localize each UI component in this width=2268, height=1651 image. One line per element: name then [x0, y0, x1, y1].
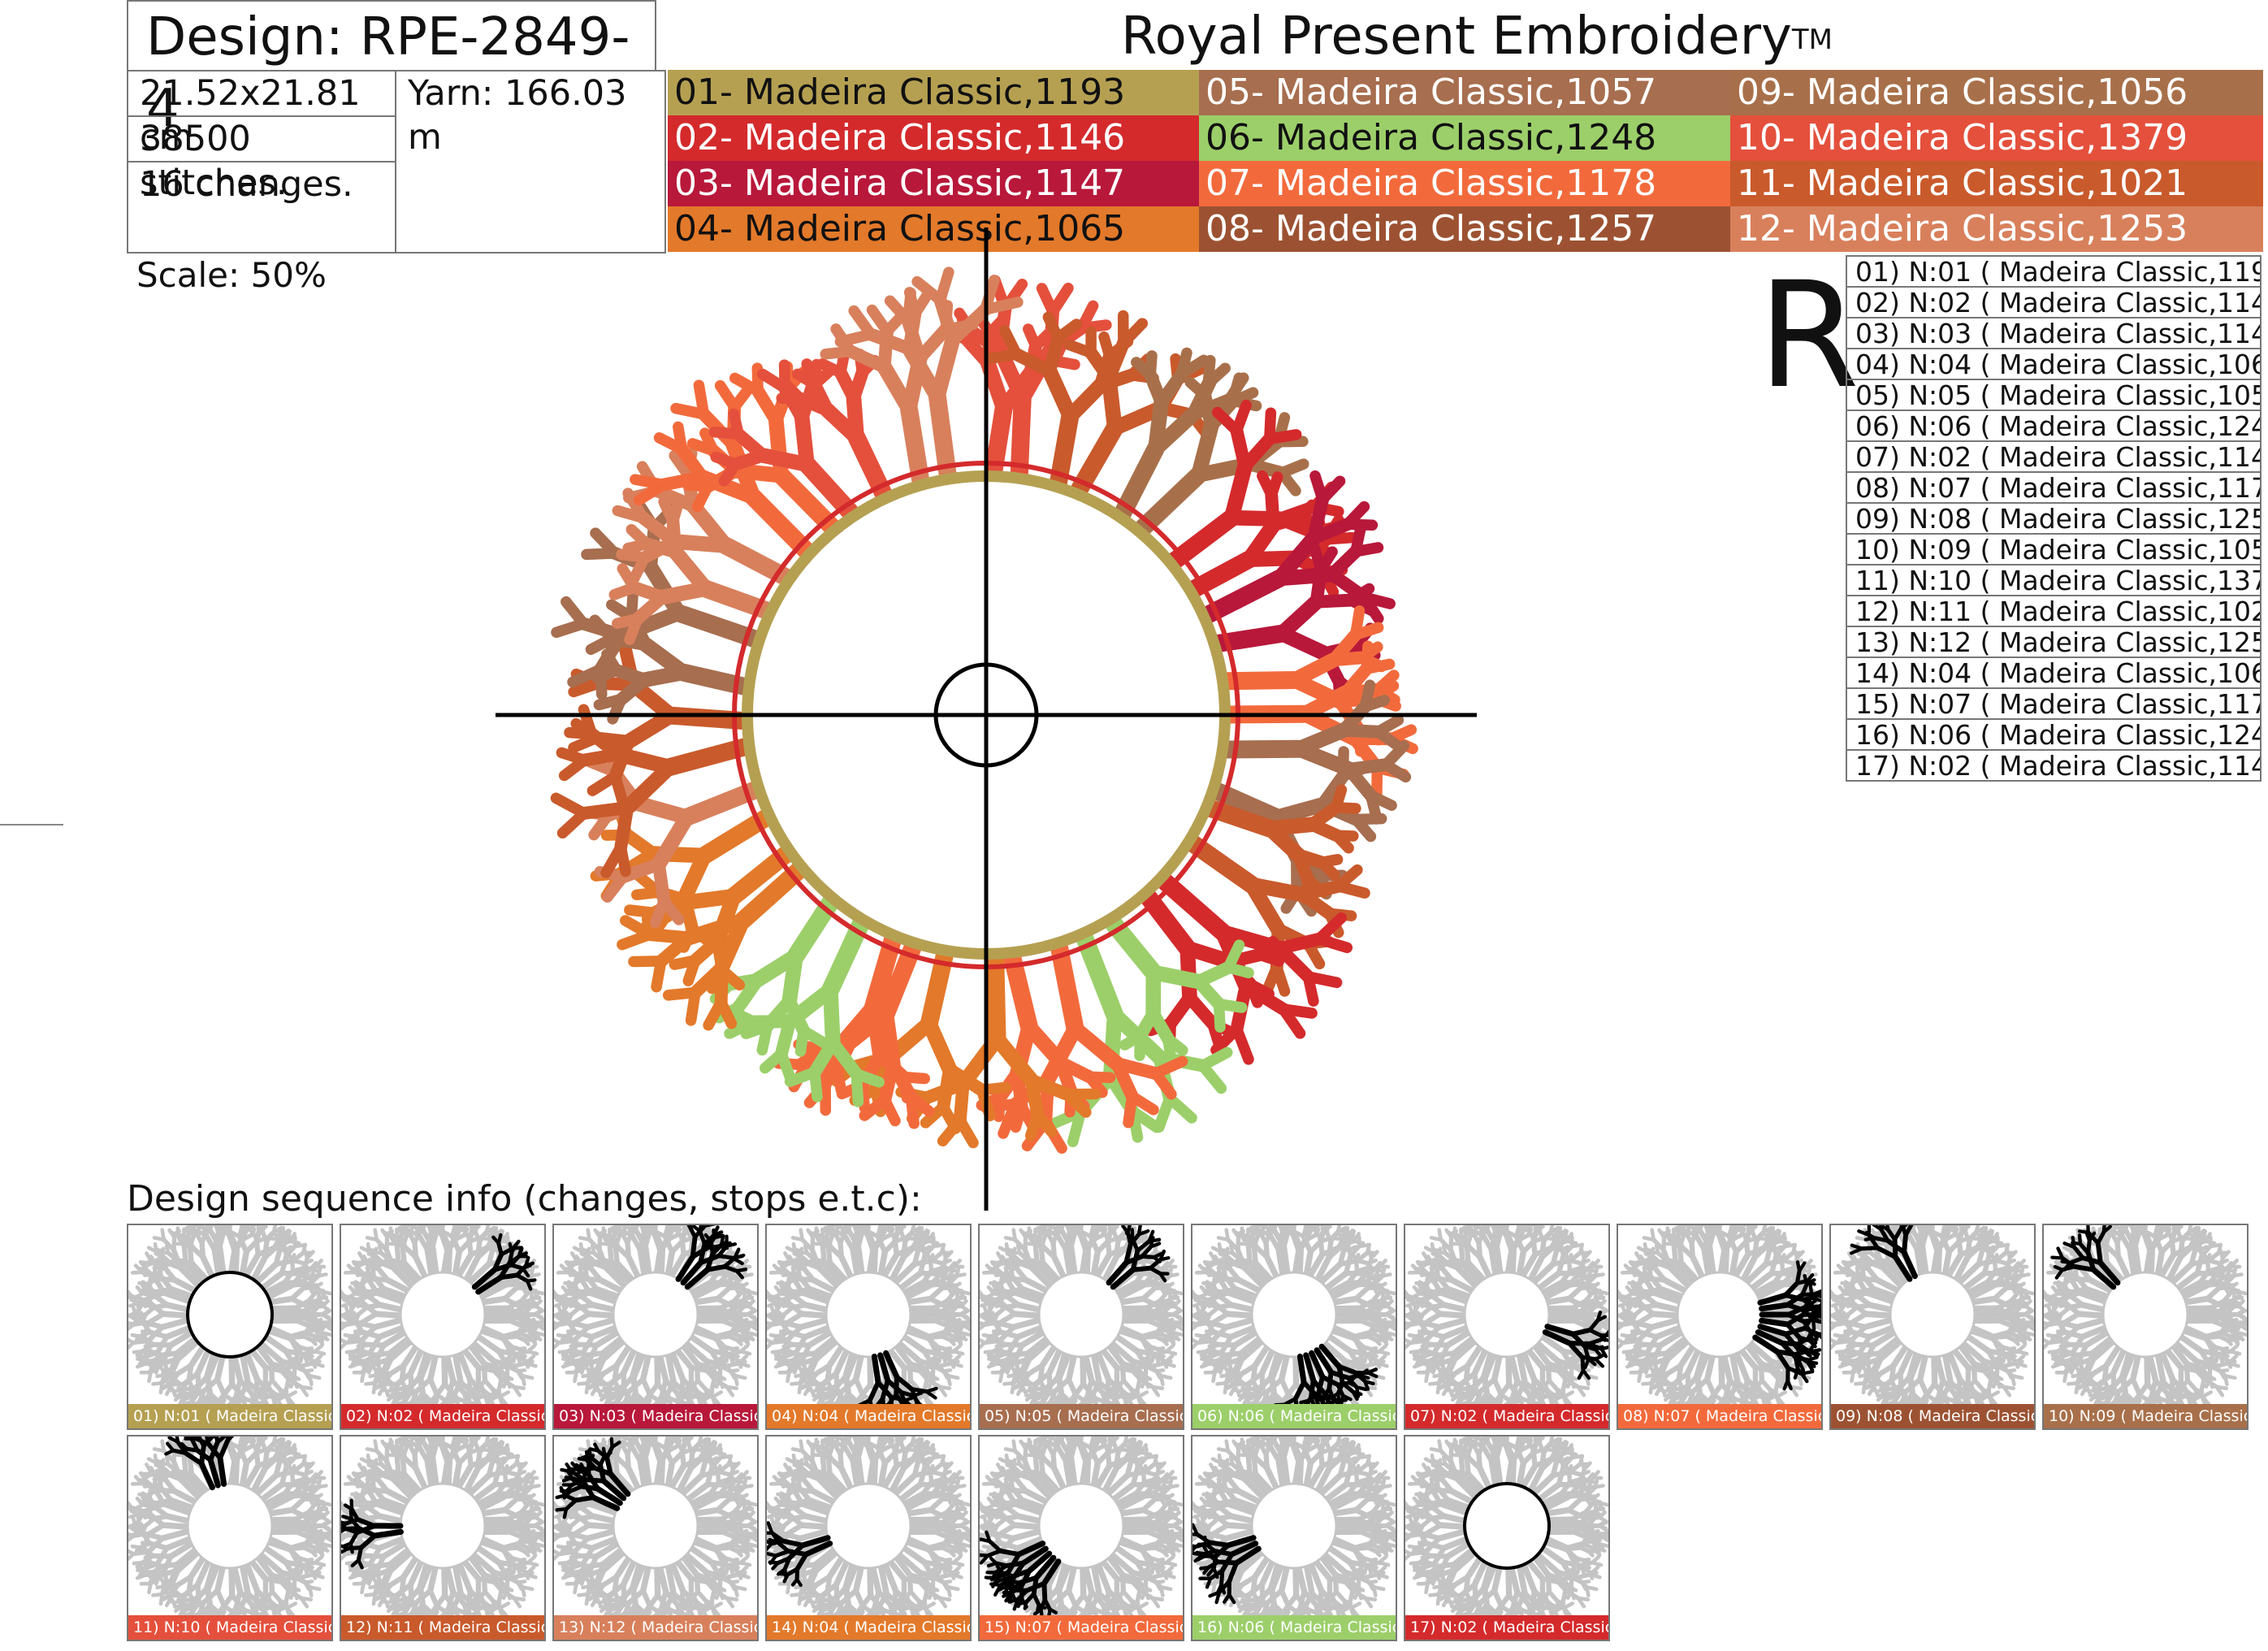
design-title: Design: RPE-2849-4: [127, 0, 656, 139]
thumbnail-preview: [2044, 1225, 2247, 1406]
sequence-thumbnail[interactable]: 17) N:02 ( Madeira Classic,: [1404, 1435, 1610, 1641]
sequence-row: 09) N:08 ( Madeira Classic,1257): [1846, 502, 2262, 535]
sequence-thumbnail[interactable]: 08) N:07 ( Madeira Classic: [1617, 1224, 1823, 1430]
yarn-length: Yarn: 166.03 m: [395, 70, 666, 254]
palette-swatch: 06- Madeira Classic,1248: [1199, 115, 1732, 161]
thumbnail-caption: 09) N:08 ( Madeira Classic: [1831, 1404, 2034, 1428]
sequence-thumbnail[interactable]: 13) N:12 ( Madeira Classic,1: [552, 1435, 759, 1641]
thumbnail-preview: [341, 1436, 544, 1617]
thumbnail-caption: 06) N:06 ( Madeira Classic,: [1192, 1404, 1396, 1428]
sequence-row: 15) N:07 ( Madeira Classic,1178): [1846, 687, 2262, 720]
scale-label: Scale: 50%: [136, 255, 327, 295]
palette-swatch: 08- Madeira Classic,1257: [1199, 206, 1732, 252]
thumbnail-preview: [554, 1225, 757, 1406]
thumbnail-caption: 10) N:09 ( Madeira Classic,: [2044, 1404, 2247, 1428]
sequence-row: 01) N:01 ( Madeira Classic,1193): [1846, 255, 2262, 288]
design-size: 21.52x21.81 cm: [127, 70, 396, 158]
palette-swatch: 10- Madeira Classic,1379: [1730, 115, 2263, 161]
palette-swatch: 02- Madeira Classic,1146: [668, 115, 1201, 161]
thumbnail-caption: 04) N:04 ( Madeira Classic: [767, 1404, 970, 1428]
thumbnail-preview: [767, 1436, 970, 1617]
sequence-row: 14) N:04 ( Madeira Classic,1065): [1846, 656, 2262, 689]
palette-swatch: 01- Madeira Classic,1193: [668, 70, 1201, 115]
design-preview: [496, 228, 1477, 1211]
color-sequence-list: 01) N:01 ( Madeira Classic,1193) 02) N:02…: [1846, 255, 2262, 782]
sequence-row: 04) N:04 ( Madeira Classic,1065): [1846, 348, 2262, 380]
change-count: 16 changes.: [127, 161, 396, 254]
sequence-row: 11) N:10 ( Madeira Classic,1379): [1846, 564, 2262, 596]
thumbnail-caption: 15) N:07 ( Madeira Classic,: [980, 1615, 1183, 1640]
thumbnail-preview: [1831, 1225, 2034, 1406]
thumbnail-preview: [128, 1225, 331, 1406]
sequence-thumbnail[interactable]: 03) N:03 ( Madeira Classic: [552, 1224, 759, 1430]
thumbnail-preview: [1405, 1225, 1608, 1406]
thumbnail-caption: 05) N:05 ( Madeira Classic: [980, 1404, 1183, 1428]
palette-swatch: 03- Madeira Classic,1147: [668, 161, 1201, 206]
thumbnail-caption: 01) N:01 ( Madeira Classic,1: [128, 1404, 331, 1428]
sequence-row: 10) N:09 ( Madeira Classic,1056): [1846, 533, 2262, 566]
thumbnail-caption: 02) N:02 ( Madeira Classic,: [341, 1404, 544, 1428]
thumbnail-preview: [128, 1436, 331, 1617]
thumbnail-caption: 16) N:06 ( Madeira Classic,: [1192, 1615, 1396, 1640]
sequence-row: 06) N:06 ( Madeira Classic,1248): [1846, 410, 2262, 442]
sequence-thumbnail[interactable]: 11) N:10 ( Madeira Classic,1: [127, 1435, 333, 1641]
thumbnail-preview: [1192, 1225, 1396, 1406]
palette-swatch: 04- Madeira Classic,1065: [668, 206, 1201, 252]
thumbnail-preview: [980, 1436, 1183, 1617]
sequence-thumbnail[interactable]: 04) N:04 ( Madeira Classic: [765, 1224, 972, 1430]
sequence-thumbnail[interactable]: 05) N:05 ( Madeira Classic: [978, 1224, 1184, 1430]
thumbnail-caption: 13) N:12 ( Madeira Classic,1: [554, 1615, 757, 1640]
center-circle: [933, 662, 1039, 768]
thumbnail-preview: [767, 1225, 970, 1406]
brand-name: Royal Present Embroidery: [1121, 6, 1792, 67]
thumbnail-preview: [1405, 1436, 1608, 1617]
sequence-row: 12) N:11 ( Madeira Classic,1021): [1846, 595, 2262, 627]
thumbnail-caption: 07) N:02 ( Madeira Classic: [1405, 1404, 1608, 1428]
palette-swatch: 09- Madeira Classic,1056: [1730, 70, 2263, 115]
sequence-thumbnail[interactable]: 16) N:06 ( Madeira Classic,: [1191, 1435, 1397, 1641]
thumbnail-caption: 17) N:02 ( Madeira Classic,: [1405, 1615, 1608, 1640]
sequence-thumbnail[interactable]: 14) N:04 ( Madeira Classic,: [765, 1435, 972, 1641]
thumbnail-caption: 03) N:03 ( Madeira Classic: [554, 1404, 757, 1428]
thumbnail-preview: [554, 1436, 757, 1617]
thumbnail-caption: 14) N:04 ( Madeira Classic,: [767, 1615, 970, 1640]
thumbnail-preview: [341, 1225, 544, 1406]
palette-swatch: 12- Madeira Classic,1253: [1730, 206, 2263, 252]
sequence-row: 08) N:07 ( Madeira Classic,1178): [1846, 471, 2262, 504]
sequence-row: 16) N:06 ( Madeira Classic,1248): [1846, 718, 2262, 751]
sequence-thumbnail[interactable]: 10) N:09 ( Madeira Classic,: [2042, 1224, 2249, 1430]
thumbnail-caption: 08) N:07 ( Madeira Classic: [1618, 1404, 1821, 1428]
thumbnail-preview: [1618, 1225, 1821, 1406]
palette-swatch: 05- Madeira Classic,1057: [1199, 70, 1732, 115]
stitch-count: 38500 stitches.: [127, 115, 396, 203]
divider: [0, 824, 63, 826]
r-letter: R: [1758, 251, 1860, 421]
sequence-row: 13) N:12 ( Madeira Classic,1253): [1846, 626, 2262, 658]
sequence-row: 02) N:02 ( Madeira Classic,1146): [1846, 286, 2262, 318]
thumbnail-preview: [980, 1225, 1183, 1406]
thumbnail-caption: 12) N:11 ( Madeira Classic,1: [341, 1615, 544, 1640]
sequence-label: Design sequence info (changes, stops e.t…: [127, 1178, 922, 1220]
sequence-row: 17) N:02 ( Madeira Classic,1146): [1846, 749, 2262, 782]
palette-swatch: 11- Madeira Classic,1021: [1730, 161, 2263, 206]
thumbnail-preview: [1192, 1436, 1396, 1617]
palette-swatch: 07- Madeira Classic,1178: [1199, 161, 1732, 206]
sequence-thumbnail[interactable]: 12) N:11 ( Madeira Classic,1: [340, 1435, 546, 1641]
trademark-mark: TM: [1791, 24, 1833, 56]
sequence-row: 03) N:03 ( Madeira Classic,1147): [1846, 317, 2262, 349]
sequence-thumbnail[interactable]: 07) N:02 ( Madeira Classic: [1404, 1224, 1610, 1430]
sequence-thumbnail[interactable]: 01) N:01 ( Madeira Classic,1: [127, 1224, 333, 1430]
sequence-row: 05) N:05 ( Madeira Classic,1057): [1846, 379, 2262, 411]
coral-branches: [550, 266, 1418, 1154]
sequence-thumbnail[interactable]: 06) N:06 ( Madeira Classic,: [1191, 1224, 1397, 1430]
sequence-thumbnail[interactable]: 09) N:08 ( Madeira Classic: [1829, 1224, 2036, 1430]
thumbnail-caption: 11) N:10 ( Madeira Classic,1: [128, 1615, 331, 1640]
sequence-thumbnail[interactable]: 02) N:02 ( Madeira Classic,: [340, 1224, 546, 1430]
sequence-row: 07) N:02 ( Madeira Classic,1146): [1846, 440, 2262, 473]
brand-title: Royal Present EmbroideryTM: [1121, 3, 1833, 70]
sequence-thumbnail[interactable]: 15) N:07 ( Madeira Classic,: [978, 1435, 1184, 1641]
